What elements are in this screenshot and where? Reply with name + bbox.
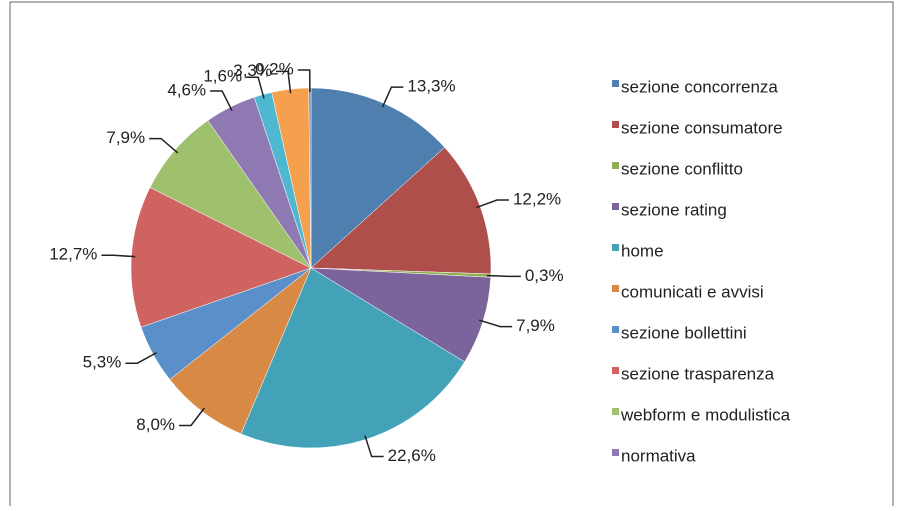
data-label: 0,2%: [255, 59, 294, 78]
legend-swatch: [612, 367, 619, 374]
legend-swatch: [612, 121, 619, 128]
legend-swatch: [612, 326, 619, 333]
legend-label: sezione consumatore: [621, 118, 783, 137]
data-label: 0,3%: [525, 266, 564, 285]
legend-label: sezione rating: [621, 200, 727, 219]
leader-line: [179, 407, 205, 427]
data-label: 7,9%: [106, 128, 145, 147]
leader-line: [101, 254, 136, 258]
legend-swatch: [612, 408, 619, 415]
legend-label: normativa: [621, 446, 696, 465]
data-label: 4,6%: [167, 81, 206, 100]
data-label: 1,6%: [203, 67, 242, 86]
leader-line: [210, 90, 233, 112]
data-label: 22,6%: [388, 446, 436, 465]
leader-line: [125, 351, 158, 364]
legend-label: sezione concorrenza: [621, 77, 778, 96]
leader-line: [149, 137, 179, 154]
leader-line: [476, 199, 509, 209]
data-label: 3,3%: [233, 61, 272, 80]
data-label: 12,2%: [513, 189, 561, 208]
data-label: 8,0%: [136, 415, 175, 434]
leader-line: [364, 435, 384, 458]
data-label: 5,3%: [83, 353, 122, 372]
leader-line: [478, 319, 513, 328]
legend-swatch: [612, 449, 619, 456]
legend-label: sezione trasparenza: [621, 364, 775, 383]
leader-line: [276, 70, 292, 94]
legend-swatch: [612, 80, 619, 87]
data-label: 13,3%: [407, 77, 455, 96]
legend-label: comunicati e avvisi: [621, 282, 764, 301]
leader-line: [381, 86, 404, 108]
legend-label: sezione conflitto: [621, 159, 743, 178]
data-label: 12,7%: [49, 245, 97, 264]
leader-line: [246, 76, 265, 99]
legend-swatch: [612, 285, 619, 292]
legend-swatch: [612, 162, 619, 169]
legend-label: sezione bollettini: [621, 323, 747, 342]
leader-line: [297, 69, 311, 93]
legend-swatch: [612, 203, 619, 210]
data-label: 7,9%: [516, 316, 555, 335]
legend-label: webform e modulistica: [620, 405, 791, 424]
legend-label: home: [621, 241, 664, 260]
leader-line: [486, 274, 521, 278]
legend-swatch: [612, 244, 619, 251]
